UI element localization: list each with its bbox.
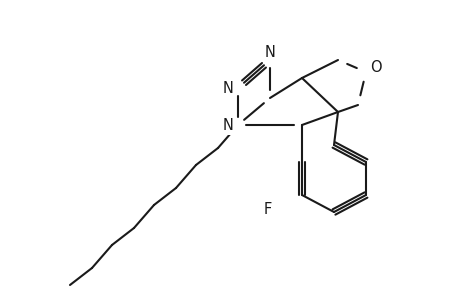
Text: N: N <box>222 118 233 133</box>
Text: O: O <box>369 59 381 74</box>
Text: N: N <box>222 80 233 95</box>
Text: N: N <box>264 44 275 59</box>
Text: F: F <box>263 202 272 217</box>
